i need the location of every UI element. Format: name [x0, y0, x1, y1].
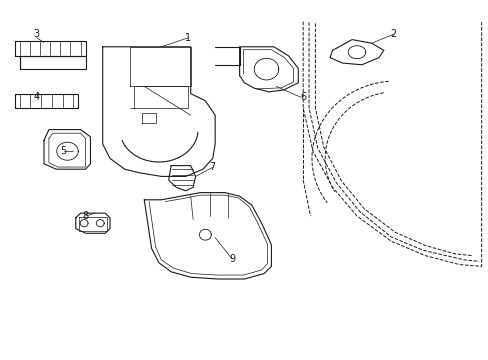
Text: 4: 4: [34, 92, 40, 102]
Text: 1: 1: [185, 33, 191, 43]
Text: 7: 7: [209, 162, 215, 172]
Text: 8: 8: [82, 211, 88, 221]
Text: 3: 3: [34, 29, 40, 39]
Text: 6: 6: [300, 92, 305, 102]
Text: 2: 2: [390, 29, 396, 39]
Text: 9: 9: [229, 254, 235, 264]
Text: 5: 5: [61, 146, 66, 156]
